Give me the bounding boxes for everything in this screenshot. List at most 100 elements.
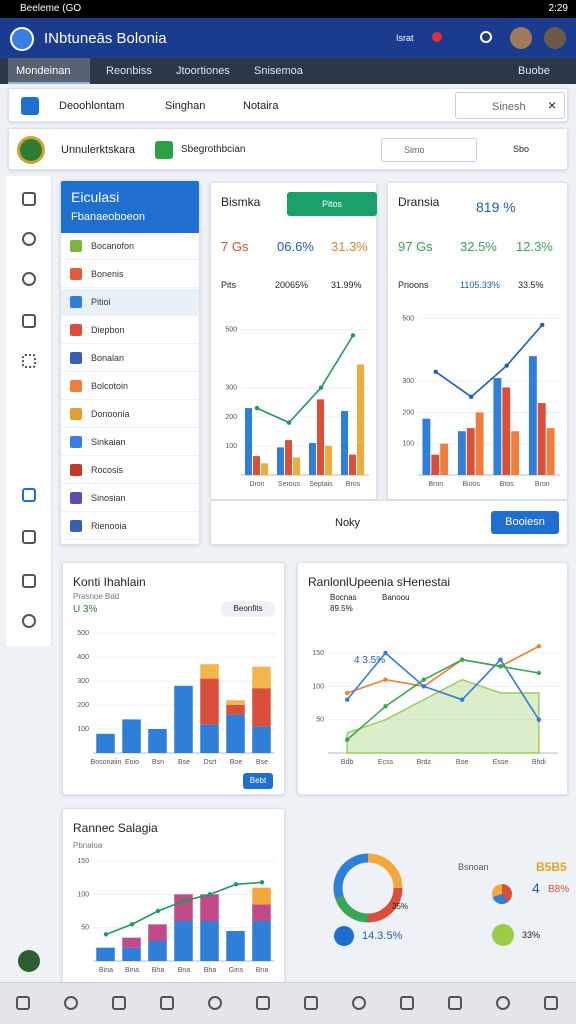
sidebar-item[interactable]: Sinosian [61, 485, 199, 512]
legend: Prioons [398, 280, 429, 290]
rail-icon[interactable] [22, 530, 36, 544]
rail-icon[interactable] [22, 574, 36, 588]
sidebar-item[interactable]: Rocosis [61, 457, 199, 484]
point [540, 322, 545, 328]
rail-icon[interactable] [22, 314, 36, 328]
search-icon[interactable] [480, 31, 492, 43]
point [433, 369, 438, 374]
tab-menu[interactable]: Buobe [518, 65, 550, 77]
card-footer: Noky Booiesn [210, 500, 568, 545]
search-box[interactable]: Sinesh × [455, 92, 565, 119]
x-tick-label: Bioos [462, 481, 480, 488]
sidebar-item[interactable]: Diepbon [61, 317, 199, 344]
line [435, 324, 543, 398]
legend: 1105.33% [460, 280, 500, 290]
nav-icon[interactable] [448, 996, 462, 1010]
item-icon [70, 380, 82, 392]
icon [155, 141, 173, 159]
bar [261, 463, 268, 475]
item-icon [70, 464, 82, 476]
point [181, 898, 187, 904]
bar [174, 685, 193, 753]
sidebar-item[interactable]: Bocanofon [61, 233, 199, 260]
nav-icon[interactable] [16, 996, 30, 1010]
tab[interactable]: Jtoortiones [176, 65, 230, 77]
rail-icon[interactable] [22, 192, 36, 206]
tab[interactable]: Snisemoa [254, 65, 303, 77]
close[interactable]: × [548, 97, 557, 113]
donut-value: 14.3.5% [362, 930, 403, 942]
nav-icon[interactable] [400, 996, 414, 1010]
section[interactable]: Sbegrothbcian [181, 144, 246, 155]
logo [10, 27, 34, 51]
pill[interactable]: Beonfits [221, 601, 275, 617]
tab[interactable]: Mondeinan [8, 58, 90, 84]
rail-icon[interactable] [22, 232, 36, 246]
card: Konti Ihahlain Prasnoe Bdd U 3% Beonfits… [62, 562, 285, 795]
point [233, 882, 239, 887]
badge: 89.5% [330, 604, 353, 613]
bar [493, 378, 502, 475]
sidebar-item[interactable]: Sinkaian [61, 429, 199, 456]
sidebar-item[interactable]: Donoonia [61, 401, 199, 428]
bar [285, 440, 292, 475]
point [536, 717, 542, 722]
action[interactable]: Sbo [513, 144, 530, 154]
rail-icon[interactable] [22, 488, 36, 502]
fab[interactable] [18, 950, 40, 972]
nav-icon[interactable] [304, 996, 318, 1010]
avatar[interactable] [510, 27, 532, 49]
bar [317, 399, 324, 475]
sidebar-item[interactable]: Bolcotoin [61, 373, 199, 400]
nav-icon[interactable] [208, 996, 222, 1010]
rail-icon[interactable] [22, 354, 36, 368]
nav-icon[interactable] [64, 996, 78, 1010]
badge[interactable]: Israt [396, 33, 414, 43]
nav-icon[interactable] [112, 996, 126, 1010]
nav-icon[interactable] [256, 996, 270, 1010]
point [318, 385, 324, 390]
point [383, 677, 388, 682]
button[interactable]: Bebt [243, 773, 273, 789]
bar [528, 356, 537, 475]
item-icon [70, 324, 82, 336]
button[interactable]: Booiesn [491, 511, 559, 534]
sidebar-item[interactable]: Rienooia [61, 513, 199, 540]
sidebar: Eiculasi Fbanaeoboeon Bocanofon Bonenis Pi… [60, 180, 200, 545]
bar [200, 724, 219, 753]
item-icon [70, 296, 82, 308]
summary-count: 4 [532, 880, 540, 896]
chart: 100 200 300 500 Dron Serous Septais Bros [225, 327, 369, 488]
notification[interactable] [432, 32, 442, 42]
tab[interactable]: Reonbiss [106, 65, 152, 77]
toolbar-item[interactable]: Singhan [165, 100, 206, 112]
area [346, 678, 540, 754]
y-tick-label: 200 [402, 409, 414, 416]
rail-icon[interactable] [22, 614, 36, 628]
bar [122, 937, 141, 948]
bar [546, 428, 555, 475]
button[interactable]: Pitos [287, 192, 377, 216]
nav-icon[interactable] [496, 996, 510, 1010]
nav-icon[interactable] [160, 996, 174, 1010]
sidebar-title: Eiculasi [71, 189, 120, 205]
point [498, 657, 503, 662]
nav-icon[interactable] [352, 996, 366, 1010]
bar [325, 445, 332, 475]
bar [200, 894, 219, 921]
toolbar-item[interactable]: Deoohlontam [59, 100, 125, 112]
bar [252, 726, 271, 753]
nav-icon[interactable] [544, 996, 558, 1010]
x-tick-label: Bha [152, 967, 165, 974]
y-tick-label: 100 [77, 726, 89, 733]
sidebar-item[interactable]: Pitioi [61, 289, 199, 316]
toolbar-icon[interactable] [21, 97, 39, 115]
sidebar-item[interactable]: Bonalan [61, 345, 199, 372]
y-tick-label: 500 [402, 316, 414, 323]
sidebar-item[interactable]: Bonenis [61, 261, 199, 288]
icon [492, 924, 514, 946]
toolbar-item[interactable]: Notaira [243, 100, 279, 112]
rail-icon[interactable] [22, 272, 36, 286]
avatar[interactable] [544, 27, 566, 49]
search-box[interactable]: Simo [381, 138, 477, 162]
